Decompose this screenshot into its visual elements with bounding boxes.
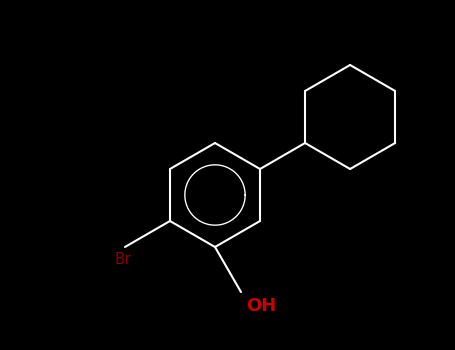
- Text: Br: Br: [115, 252, 131, 267]
- Text: OH: OH: [246, 297, 276, 315]
